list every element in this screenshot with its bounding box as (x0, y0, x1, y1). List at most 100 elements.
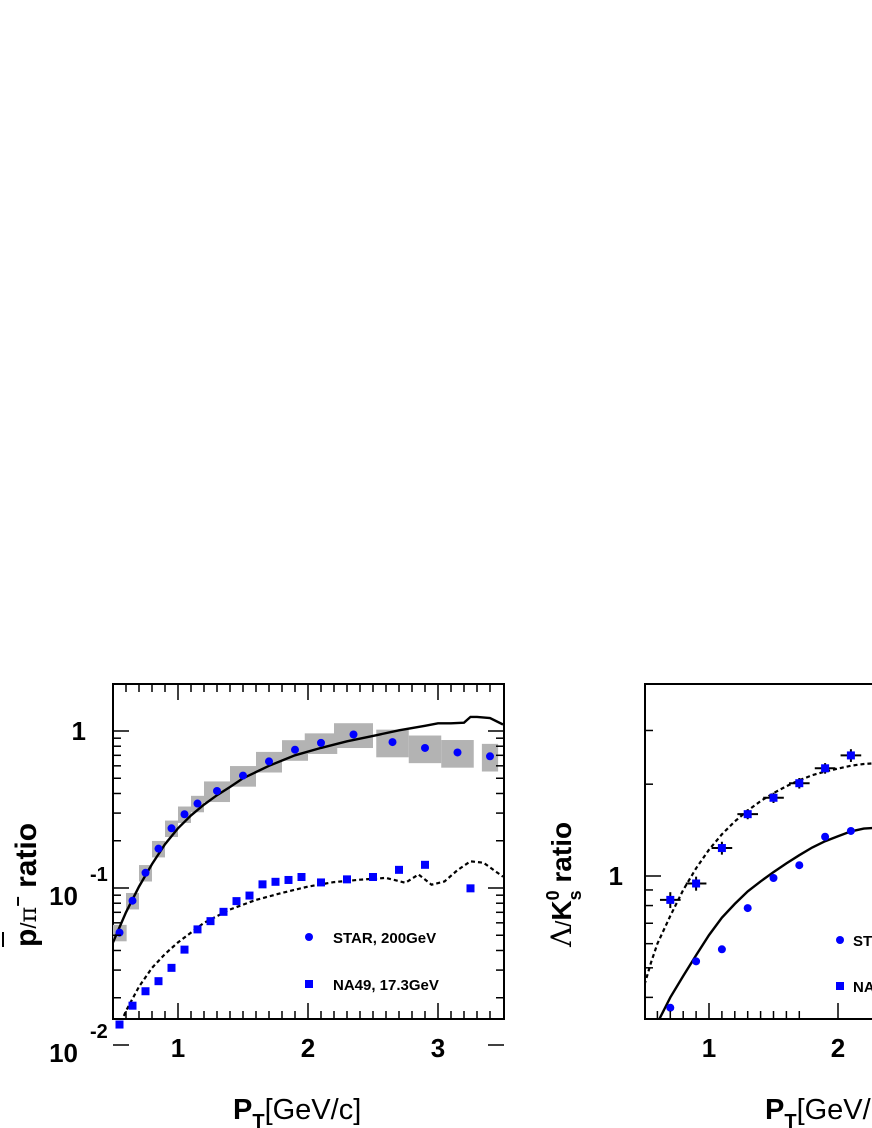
na49-data-point (284, 875, 293, 884)
left-tick-labels: 1 2 3 1 -1 10 -2 10 (49, 716, 445, 1068)
na49-data-point (343, 875, 351, 884)
na49-data-point (128, 1001, 137, 1010)
na49-data-point (141, 987, 150, 996)
y-tick-exponent: -2 (90, 1021, 108, 1043)
star-lambda-data-point (840, 749, 862, 762)
right-data-points (659, 749, 862, 1012)
right-plot-frame (644, 683, 872, 1020)
right-tick-labels: 1 2 1 (609, 861, 846, 1063)
star-data-point (180, 810, 189, 819)
star-data-point (388, 738, 397, 747)
left-xlabel-sub: T (252, 1111, 264, 1128)
y-tick-label: 1 (609, 861, 623, 891)
x-tick-label: 1 (702, 1033, 716, 1063)
right-ylabel-rest: ratio (546, 822, 577, 890)
na49-lambda-data-point (769, 874, 778, 883)
left-ylabel-rest: ratio (10, 823, 43, 896)
na49-data-point (258, 880, 267, 889)
star-data-point (291, 745, 299, 754)
left-ylabel-p: p (10, 929, 43, 947)
star-lambda-data-point (814, 763, 836, 774)
legend-na49-marker (305, 980, 313, 988)
star-lambda-data-point (711, 841, 733, 855)
na49-data-point (421, 860, 429, 869)
na49-data-point (115, 1020, 124, 1029)
na49-lambda-data-point (846, 826, 855, 835)
star-data-point (453, 748, 462, 757)
left-systematic-bands (113, 723, 499, 942)
right-ylabel-k: K (546, 900, 577, 920)
star-lambda-data-point (788, 778, 810, 789)
svg-text:p/π− ratio: p/π− ratio (8, 823, 43, 947)
na49-data-point (466, 884, 475, 893)
right-ylabel-slash: / (551, 920, 576, 927)
right-xlabel-p: P (765, 1094, 784, 1126)
right-xlabel-sub: T (784, 1111, 796, 1128)
star-lambda-model-curve (645, 762, 872, 986)
right-legend: ST NA (836, 933, 872, 996)
y-tick-label: 1 (72, 716, 86, 746)
star-model-curve (113, 715, 504, 943)
x-tick-label: 3 (431, 1033, 445, 1063)
y-tick-exponent: -1 (90, 864, 108, 886)
star-data-point (239, 771, 247, 780)
star-lambda-data-point (737, 809, 759, 820)
right-model-curves (645, 762, 872, 1019)
na49-data-point (297, 873, 306, 882)
na49-model-curve (121, 860, 504, 1019)
left-y-axis-title: p/π− ratio (2, 823, 43, 947)
na49-data-point (232, 897, 241, 906)
svg-text:Λ/K0s ratio: Λ/K0 s ratio (543, 822, 585, 948)
star-data-point (213, 786, 221, 795)
star-data-point (421, 743, 429, 752)
right-ylabel-sub: s (565, 890, 585, 900)
na49-data-point (154, 977, 163, 986)
star-data-point (349, 730, 358, 739)
x-tick-label: 2 (301, 1033, 315, 1063)
x-tick-label: 2 (831, 1033, 845, 1063)
star-data-point (167, 824, 176, 833)
right-panel-lambda-k0s-ratio: 1 2 1 ST NA PT[GeV/c] Λ/K0s ratio (543, 683, 872, 1128)
right-y-axis-title: Λ/K0 s ratio (543, 822, 585, 948)
left-axis-ticks (113, 682, 504, 1046)
na49-data-point (317, 878, 325, 887)
star-data-point (128, 896, 137, 905)
na49-lambda-data-point (743, 904, 752, 913)
na49-data-point (193, 925, 202, 934)
star-data-point (317, 738, 325, 747)
na49-data-point (180, 945, 189, 954)
na49-data-point (395, 865, 403, 874)
star-lambda-data-point (659, 892, 681, 909)
y-tick-label: 10 (49, 881, 78, 911)
na49-lambda-data-point (666, 1003, 675, 1012)
star-lambda-data-point (685, 876, 707, 891)
left-xlabel-unit: [GeV/c] (265, 1094, 362, 1126)
left-ylabel-sup: − (8, 896, 28, 907)
right-axis-ticks (645, 729, 839, 1019)
na49-data-point (167, 963, 176, 972)
na49-lambda-data-point (717, 945, 726, 954)
y-tick-label: 10 (49, 1038, 78, 1068)
left-data-points (115, 730, 494, 1029)
star-data-point (154, 844, 163, 853)
right-xlabel-unit: [GeV/c] (797, 1094, 872, 1126)
na49-lambda-data-point (692, 957, 701, 966)
legend-star-marker (305, 933, 313, 941)
legend-st-label: ST (853, 933, 872, 950)
left-ylabel-pi: π (14, 907, 42, 923)
legend-na-marker (836, 982, 844, 990)
left-ylabel-slash: / (16, 922, 41, 929)
star-data-point (486, 752, 494, 761)
na49-data-point (206, 917, 215, 926)
left-legend: STAR, 200GeV NA49, 17.3GeV (305, 930, 439, 994)
left-xlabel-p: P (233, 1094, 252, 1126)
right-x-axis-title: PT[GeV/c] (765, 1094, 872, 1128)
na49-lambda-data-point (795, 861, 804, 870)
na49-data-point (271, 877, 280, 886)
right-ylabel-sup: 0 (543, 890, 563, 900)
na49-data-point (219, 907, 228, 916)
star-data-point (193, 799, 202, 808)
left-panel-pbar-pi-ratio: 1 2 31-110-210 STAR, 200GeV NA49, 17.3GeV … (2, 682, 505, 1128)
legend-na49-label: NA49, 17.3GeV (333, 977, 439, 994)
